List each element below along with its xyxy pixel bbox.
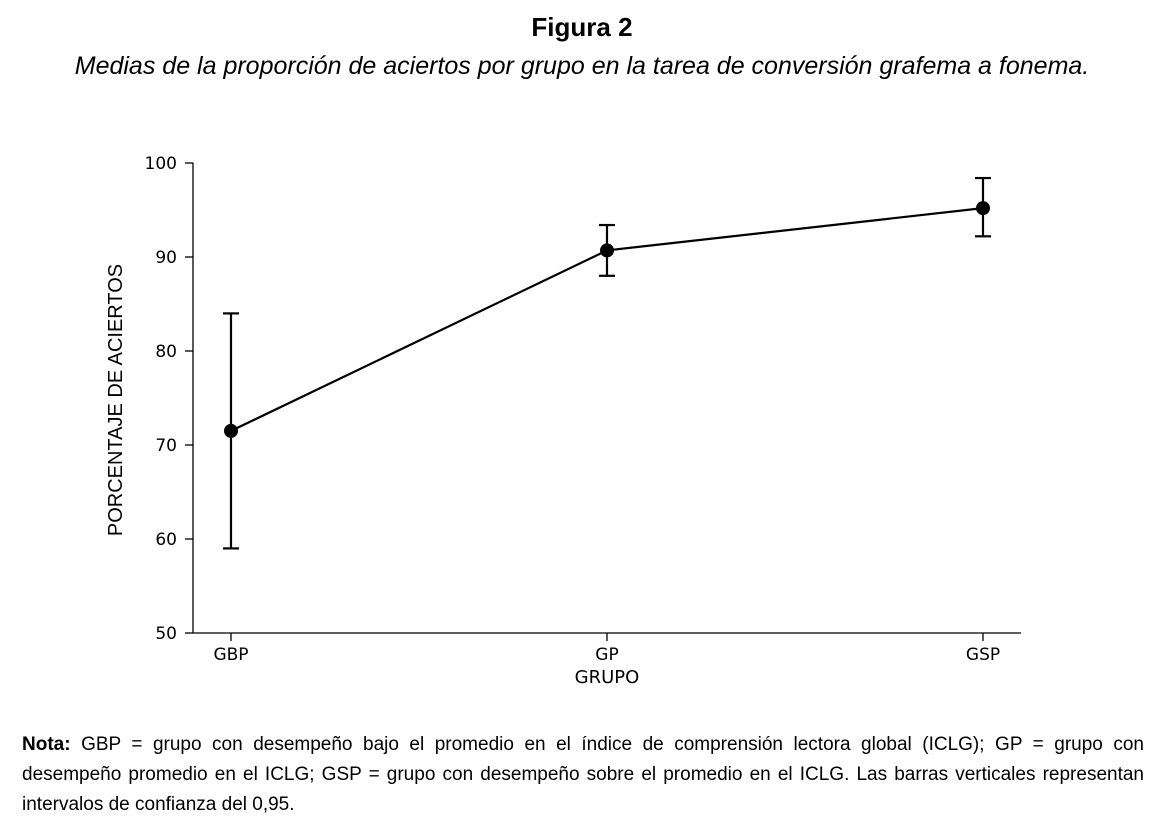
figure-label: Figura 2 bbox=[531, 12, 633, 42]
data-point bbox=[224, 423, 238, 438]
figure-title: Medias de la proporción de aciertos por … bbox=[74, 52, 1090, 80]
y-tick-label: 90 bbox=[155, 248, 177, 268]
x-tick-label: GP bbox=[595, 645, 618, 665]
line-chart: 50 60 70 80 90 100 GBP GP GSP PORCENTAJE DE ACIE… bbox=[105, 154, 1021, 688]
x-axis-label: GRUPO bbox=[575, 667, 640, 688]
y-tick-label: 80 bbox=[155, 342, 177, 362]
note-text: GBP = grupo con desempeño bajo el promed… bbox=[22, 734, 1144, 815]
y-tick-label: 100 bbox=[145, 154, 177, 174]
y-axis-label: PORCENTAJE DE ACIERTOS bbox=[105, 264, 127, 536]
series-group bbox=[224, 201, 990, 438]
y-tick-label: 60 bbox=[155, 530, 177, 550]
y-tick-label: 50 bbox=[155, 624, 177, 644]
error-bars bbox=[223, 176, 991, 550]
x-tick-label: GBP bbox=[213, 645, 248, 665]
y-tick-label: 70 bbox=[155, 436, 177, 456]
x-tick-label: GSP bbox=[966, 645, 1000, 665]
data-point bbox=[976, 201, 990, 216]
figure-note: Nota: GBP = grupo con desempeño bajo el … bbox=[22, 730, 1144, 820]
chart-axes: 50 60 70 80 90 100 GBP GP GSP bbox=[145, 154, 1021, 665]
data-point bbox=[600, 243, 614, 258]
note-label: Nota: bbox=[22, 734, 71, 755]
